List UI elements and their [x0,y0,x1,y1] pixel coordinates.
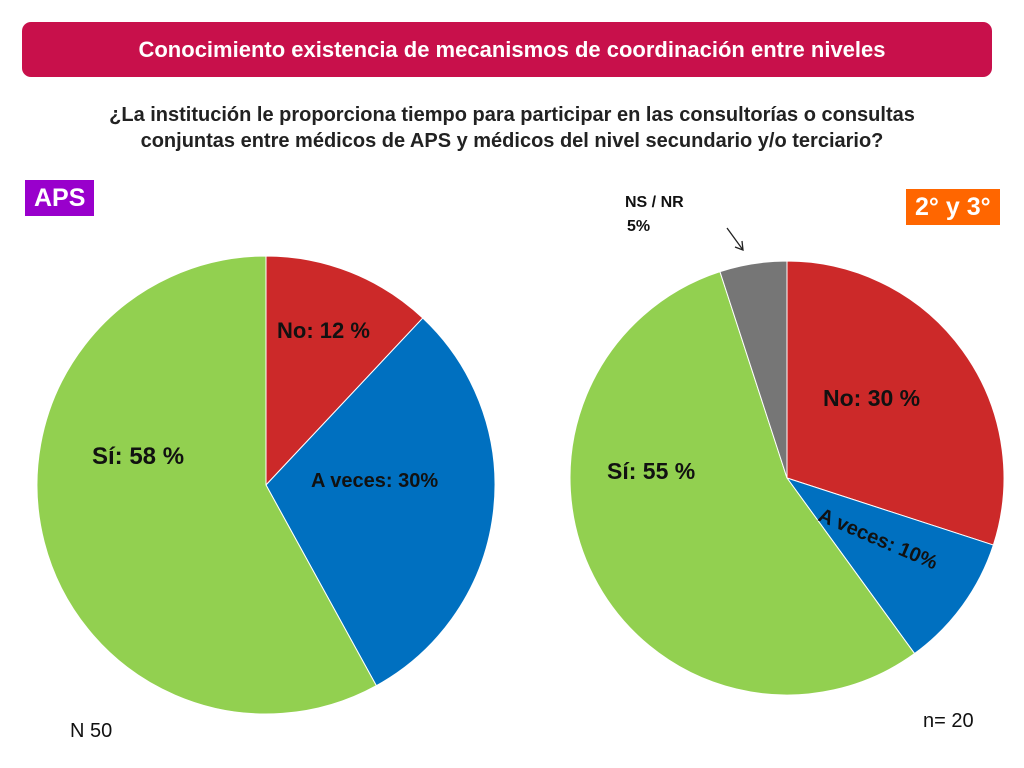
question-line-2: conjuntas entre médicos de APS y médicos… [140,130,884,152]
nsnr-pointer-arrow [726,227,744,251]
aps-slice-s [36,255,377,715]
banner-title: Conocimiento existencia de mecanismos de… [138,36,886,62]
question-line-1: ¿La institución le proporciona tiempo pa… [109,104,915,126]
aps-slice-no [265,255,424,487]
sec-slice-a-veces [785,477,995,655]
title-banner: Conocimiento existencia de mecanismos de… [22,22,992,77]
sec-slice-s [569,270,916,696]
aps-slice-a-veces [265,317,496,687]
aps-label-si: Sí: 58 % [92,443,184,470]
pie-aps [36,255,496,715]
aps-sample-size: N 50 [70,720,113,742]
pie-secondary-tertiary [569,260,1005,696]
sec-slice-no [786,260,1005,546]
aps-label-a-veces: A veces: 30% [311,470,438,492]
sec-label-nsnr: NS / NR [625,194,684,211]
secondary-sample-size: n= 20 [923,710,974,732]
sec-label-nsnr-pct: 5% [627,218,650,235]
secondary-tertiary-tag: 2° y 3° [906,189,1000,225]
sec-slice-ns-nr [719,260,788,479]
sec-label-si: Sí: 55 % [607,458,695,484]
question-text: ¿La institución le proporciona tiempo pa… [20,102,1004,154]
aps-label-no: No: 12 % [277,318,370,343]
aps-tag: APS [25,180,95,216]
sec-label-no: No: 30 % [823,385,920,411]
